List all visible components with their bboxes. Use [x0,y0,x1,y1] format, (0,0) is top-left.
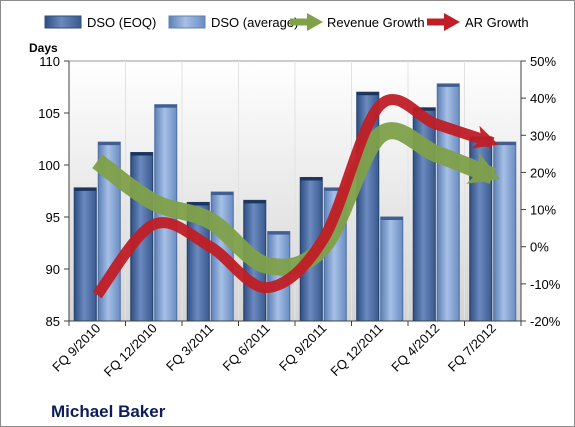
x-tick-label: FQ 4/2012 [388,321,442,375]
right-tick-label: 0% [530,240,549,255]
right-tick-label: -20% [530,314,561,329]
bar-dso-average-top [324,187,347,191]
bar-dso-average-top [437,83,460,87]
legend-swatch-dso-average [168,15,206,29]
ar-growth-line [92,94,499,299]
bar-dso-eoq-top [300,177,323,181]
bar-dso-average-top [154,104,177,108]
bar-dso-average [380,216,404,322]
legend-label-dso-eoq: DSO (EOQ) [87,15,156,30]
bar-dso-eoq-top [74,187,97,191]
right-tick-label: 30% [530,128,556,143]
bar-dso-eoq-top [356,92,379,96]
legend-label-dso-average: DSO (average) [211,15,298,30]
right-tick-label: 40% [530,91,556,106]
bar-dso-average [493,141,517,322]
left-tick-label: 105 [38,106,60,121]
x-tick-label: FQ 6/2011 [220,321,273,374]
right-tick-label: 10% [530,203,556,218]
company-name: Michael Baker [51,402,166,421]
left-tick-label: 95 [46,210,60,225]
bar-dso-average [436,83,460,322]
left-tick-label: 85 [46,314,60,329]
x-tick-label: FQ 12/2011 [327,321,385,379]
right-tick-label: 50% [530,54,556,69]
bar-dso-eoq-top [413,107,436,111]
right-tick-label: -10% [530,277,561,292]
legend-label-revenue-growth: Revenue Growth [327,15,425,30]
right-tick-label: 20% [530,165,556,180]
bar-dso-eoq-top [130,152,153,156]
legend-swatch-ar-growth [427,13,460,31]
bar-dso-average-top [98,142,121,146]
legend: DSO (EOQ) DSO (average) Revenue Growth A… [44,13,529,31]
bar-dso-eoq-top [243,200,266,204]
bar-dso-eoq [73,187,97,322]
left-tick-label: 100 [38,158,60,173]
legend-label-ar-growth: AR Growth [465,15,529,30]
legend-swatch-dso-eoq [44,15,82,29]
y-axis-title: Days [29,41,58,55]
x-tick-label: FQ 9/2011 [276,321,329,374]
bar-dso-average-top [211,192,234,196]
left-tick-label: 90 [46,262,60,277]
x-tick-label: FQ 3/2011 [163,321,216,374]
bar-dso-average-top [380,217,403,220]
left-tick-label: 110 [39,54,60,69]
x-tick-label: FQ 7/2012 [445,321,499,375]
x-tick-label: FQ 12/2010 [101,321,160,380]
bar-dso-average-top [267,231,290,235]
legend-swatch-revenue-growth [290,13,323,31]
bar-dso-average-top [493,142,516,146]
bar-dso-eoq-top [187,202,210,206]
